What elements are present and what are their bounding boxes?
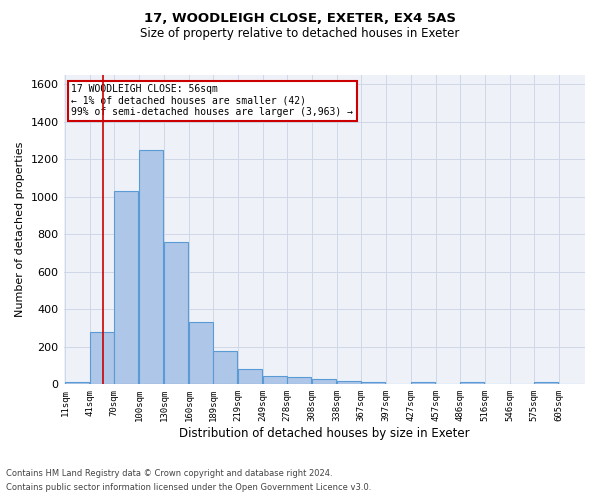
Bar [411, 382, 435, 384]
Bar [213, 350, 238, 384]
Text: Contains HM Land Registry data © Crown copyright and database right 2024.: Contains HM Land Registry data © Crown c… [6, 468, 332, 477]
Bar [337, 380, 361, 384]
Text: 17 WOODLEIGH CLOSE: 56sqm
← 1% of detached houses are smaller (42)
99% of semi-d: 17 WOODLEIGH CLOSE: 56sqm ← 1% of detach… [71, 84, 353, 117]
Bar [139, 150, 163, 384]
Bar [189, 322, 213, 384]
Text: Size of property relative to detached houses in Exeter: Size of property relative to detached ho… [140, 28, 460, 40]
Bar [164, 242, 188, 384]
Bar [65, 382, 89, 384]
Bar [238, 370, 262, 384]
Y-axis label: Number of detached properties: Number of detached properties [15, 142, 25, 318]
Bar [114, 191, 139, 384]
Bar [460, 382, 484, 384]
Text: Contains public sector information licensed under the Open Government Licence v3: Contains public sector information licen… [6, 484, 371, 492]
Bar [287, 377, 311, 384]
Bar [312, 378, 337, 384]
Bar [263, 376, 287, 384]
Bar [534, 382, 559, 384]
Bar [361, 382, 385, 384]
X-axis label: Distribution of detached houses by size in Exeter: Distribution of detached houses by size … [179, 427, 470, 440]
Text: 17, WOODLEIGH CLOSE, EXETER, EX4 5AS: 17, WOODLEIGH CLOSE, EXETER, EX4 5AS [144, 12, 456, 26]
Bar [90, 332, 114, 384]
